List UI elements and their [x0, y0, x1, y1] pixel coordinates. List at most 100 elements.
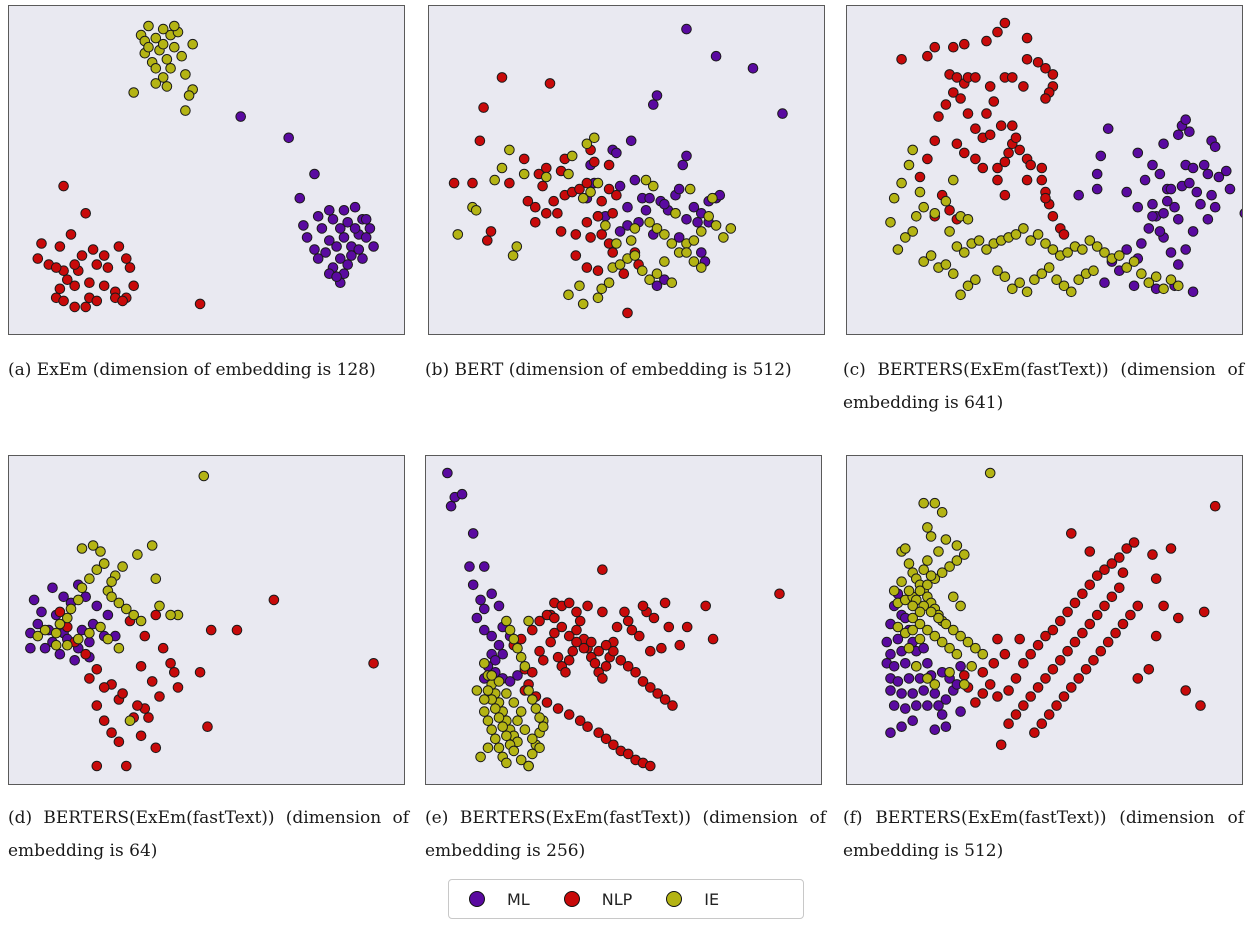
point-ie [1084, 235, 1096, 246]
point-nlp [231, 624, 243, 636]
point-ie [933, 612, 944, 624]
point-nlp [959, 670, 970, 681]
point-ml [479, 561, 490, 572]
point-ml [896, 721, 907, 733]
point-nlp [139, 630, 151, 642]
point-ie [62, 612, 73, 624]
scatter-panel-c [846, 5, 1243, 335]
point-nlp [202, 721, 213, 733]
legend-label-nlp: NLP [601, 889, 633, 909]
point-nlp [1040, 63, 1051, 74]
point-ie [91, 564, 103, 575]
point-nlp [534, 645, 545, 657]
point-ie [922, 673, 933, 684]
point-nlp [955, 93, 966, 104]
point-ie [922, 555, 933, 566]
point-nlp [1010, 132, 1022, 144]
point-ie [87, 540, 99, 551]
point-ie [918, 201, 929, 213]
point-nlp [98, 682, 110, 693]
point-ml [338, 205, 350, 216]
point-nlp [603, 183, 615, 195]
point-ml [324, 205, 335, 216]
point-nlp [36, 238, 47, 249]
point-nlp [1003, 685, 1014, 696]
point-ml [1091, 168, 1103, 180]
point-nlp [522, 195, 534, 207]
point-ml [1239, 208, 1242, 218]
point-nlp [545, 636, 556, 648]
point-nlp [593, 645, 604, 657]
point-ml [1224, 183, 1236, 195]
point-nlp [69, 259, 80, 270]
point-nlp [1036, 174, 1048, 186]
point-ie [659, 256, 670, 267]
point-ie [644, 217, 655, 228]
point-ie [603, 277, 615, 289]
point-ie [589, 132, 600, 144]
point-ie [527, 733, 538, 745]
point-nlp [659, 694, 671, 705]
point-ie [1021, 286, 1033, 298]
point-ie [929, 208, 941, 219]
point-ie [165, 609, 176, 621]
point-ie [113, 597, 125, 609]
point-nlp [637, 676, 649, 687]
point-nlp [541, 697, 553, 708]
point-ml [1073, 189, 1084, 201]
point-ml [1121, 186, 1133, 198]
point-ie [936, 507, 948, 518]
point-ml [1165, 247, 1177, 258]
point-nlp [1040, 673, 1051, 684]
point-ie [530, 703, 542, 714]
point-nlp [977, 688, 989, 699]
point-nlp [944, 205, 955, 216]
point-nlp [548, 195, 559, 207]
point-nlp [984, 129, 996, 141]
legend: ML NLP IE [448, 879, 804, 919]
point-ml [464, 561, 475, 572]
point-ie [703, 211, 715, 222]
point-ie [169, 41, 180, 53]
point-ml [309, 244, 320, 255]
point-ie [696, 262, 707, 273]
point-nlp [608, 739, 619, 751]
point-ml [888, 661, 900, 672]
point-ml [918, 642, 929, 654]
point-nlp [645, 760, 656, 772]
point-nlp [977, 162, 989, 174]
point-ml [1132, 201, 1144, 213]
point-ml [1213, 171, 1225, 183]
point-ml [611, 147, 622, 159]
point-nlp [102, 262, 114, 273]
point-nlp [549, 612, 560, 624]
point-nlp [999, 648, 1011, 660]
point-ml [486, 630, 497, 642]
point-ml [442, 467, 453, 479]
legend-item-ml: ML [469, 890, 530, 909]
point-nlp [663, 621, 675, 633]
point-nlp [1007, 72, 1018, 83]
point-ml [512, 670, 523, 681]
point-ml [918, 685, 929, 696]
point-ie [534, 742, 545, 754]
point-nlp [50, 262, 62, 273]
point-nlp [552, 651, 564, 663]
point-nlp [578, 642, 590, 654]
point-nlp [549, 627, 560, 639]
point-ie [644, 274, 655, 286]
point-ml [327, 214, 339, 225]
point-ie [479, 658, 490, 669]
point-ie [1032, 229, 1044, 240]
point-ie [84, 627, 95, 639]
point-nlp [634, 630, 645, 642]
point-ml [493, 639, 505, 651]
point-nlp [1029, 727, 1040, 739]
point-nlp [1018, 700, 1029, 711]
point-ie [146, 540, 158, 551]
caption-c: (c) BERTERS(ExEm(fastText)) (dimension o… [843, 360, 1244, 413]
point-ml [1187, 226, 1199, 237]
point-ml [1184, 126, 1195, 137]
point-ie [504, 144, 515, 156]
point-nlp [1055, 615, 1066, 627]
